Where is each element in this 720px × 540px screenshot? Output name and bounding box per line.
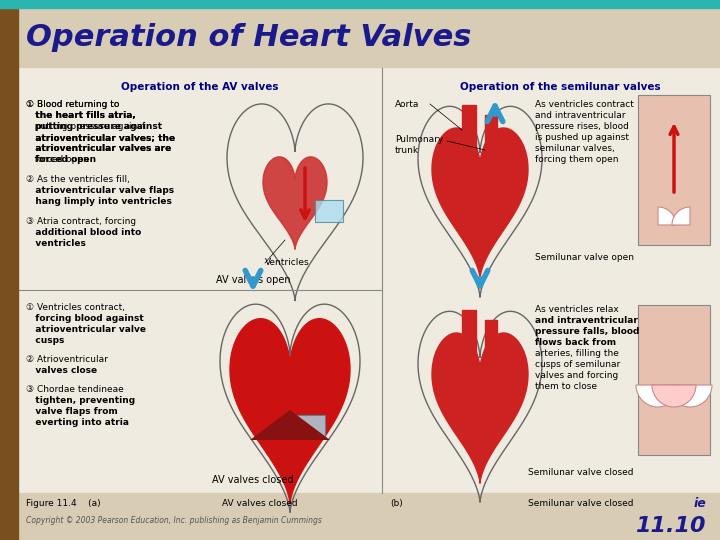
Text: Operation of the semilunar valves: Operation of the semilunar valves xyxy=(459,82,660,92)
Text: pressure falls, blood: pressure falls, blood xyxy=(535,327,639,336)
Text: is pushed up against: is pushed up against xyxy=(535,133,629,142)
Text: Semilunar valve closed: Semilunar valve closed xyxy=(528,468,634,477)
Text: (b): (b) xyxy=(390,499,402,508)
Text: ① Blood returning to: ① Blood returning to xyxy=(26,100,120,109)
Text: the heart fills atria,: the heart fills atria, xyxy=(26,111,136,120)
Text: forced open: forced open xyxy=(26,155,89,164)
Bar xyxy=(462,310,476,360)
Text: putting pressure against: putting pressure against xyxy=(26,122,145,131)
Text: valves close: valves close xyxy=(26,366,97,375)
Text: ie: ie xyxy=(693,497,706,510)
Wedge shape xyxy=(658,207,676,225)
Text: Operation of Heart Valves: Operation of Heart Valves xyxy=(26,23,472,52)
Text: trunk: trunk xyxy=(395,146,419,155)
Text: valves and forcing: valves and forcing xyxy=(535,371,618,380)
Text: atrioventricular valves are: atrioventricular valves are xyxy=(26,144,171,153)
Text: pressure rises, blood: pressure rises, blood xyxy=(535,122,629,131)
Text: cusps of semilunar: cusps of semilunar xyxy=(535,360,620,369)
Text: valve flaps from: valve flaps from xyxy=(26,407,118,416)
Text: tighten, preventing: tighten, preventing xyxy=(26,396,135,405)
Text: AV valves closed: AV valves closed xyxy=(212,475,294,485)
Text: ① Ventricles contract,: ① Ventricles contract, xyxy=(26,303,125,312)
Text: ① Blood returning to: ① Blood returning to xyxy=(26,100,120,109)
Text: Semilunar valve open: Semilunar valve open xyxy=(535,253,634,262)
Text: cusps: cusps xyxy=(26,336,64,345)
Text: ② Atrioventricular: ② Atrioventricular xyxy=(26,355,108,364)
Text: flows back from: flows back from xyxy=(535,338,616,347)
Text: AV valves closed: AV valves closed xyxy=(222,499,298,508)
Text: hang limply into ventricles: hang limply into ventricles xyxy=(26,197,172,206)
Bar xyxy=(638,305,710,455)
Text: arteries, filling the: arteries, filling the xyxy=(535,349,619,358)
Text: As ventricles contract: As ventricles contract xyxy=(535,100,634,109)
Text: Figure 11.4    (a): Figure 11.4 (a) xyxy=(26,499,101,508)
Bar xyxy=(485,320,497,360)
Text: semilunar valves,: semilunar valves, xyxy=(535,144,615,153)
Text: ③ Atria contract, forcing: ③ Atria contract, forcing xyxy=(26,217,136,226)
Text: forced open: forced open xyxy=(26,155,96,164)
Text: 11.10: 11.10 xyxy=(636,516,706,536)
Text: Semilunar valve closed: Semilunar valve closed xyxy=(528,499,634,508)
Text: Operation of the AV valves: Operation of the AV valves xyxy=(121,82,279,92)
Bar xyxy=(18,8,720,68)
Text: ② As the ventricles fill,: ② As the ventricles fill, xyxy=(26,175,130,184)
Polygon shape xyxy=(250,410,330,440)
Text: atrioventricular valve: atrioventricular valve xyxy=(26,325,146,334)
Wedge shape xyxy=(636,385,680,407)
Text: and intraventricular: and intraventricular xyxy=(535,316,638,325)
Text: ③ Chordae tendineae: ③ Chordae tendineae xyxy=(26,385,124,394)
Wedge shape xyxy=(672,207,690,225)
Bar xyxy=(315,200,343,222)
Text: AV valves open: AV valves open xyxy=(216,275,290,285)
Polygon shape xyxy=(230,319,350,504)
Text: Ventricles: Ventricles xyxy=(265,258,310,267)
Text: the heart fills atria,: the heart fills atria, xyxy=(26,111,136,120)
Wedge shape xyxy=(652,385,696,407)
Text: atrioventricular valves; the: atrioventricular valves; the xyxy=(26,133,175,142)
Text: atrioventricular valves are: atrioventricular valves are xyxy=(26,144,171,153)
Bar xyxy=(0,0,18,540)
Polygon shape xyxy=(432,128,528,279)
Bar xyxy=(485,115,497,155)
Text: atrioventricular valve flaps: atrioventricular valve flaps xyxy=(26,186,174,195)
Text: forcing blood against: forcing blood against xyxy=(26,314,144,323)
Text: everting into atria: everting into atria xyxy=(26,418,129,427)
Bar xyxy=(0,0,720,8)
Text: putting pressure against: putting pressure against xyxy=(26,122,162,131)
Text: ventricles: ventricles xyxy=(26,239,86,248)
Bar xyxy=(295,415,325,437)
Polygon shape xyxy=(432,333,528,483)
Polygon shape xyxy=(263,157,327,249)
Text: Pulmonary: Pulmonary xyxy=(395,135,444,144)
Text: additional blood into: additional blood into xyxy=(26,228,141,237)
Text: As ventricles relax: As ventricles relax xyxy=(535,305,618,314)
Text: Aorta: Aorta xyxy=(395,100,419,109)
Text: atrioventricular valves; the: atrioventricular valves; the xyxy=(26,133,175,142)
Bar xyxy=(638,95,710,245)
Wedge shape xyxy=(668,385,712,407)
Bar xyxy=(18,68,720,493)
Text: Copyright © 2003 Pearson Education, Inc. publishing as Benjamin Cummings: Copyright © 2003 Pearson Education, Inc.… xyxy=(26,516,322,525)
Text: and intraventricular: and intraventricular xyxy=(535,111,626,120)
Text: them to close: them to close xyxy=(535,382,597,391)
Bar xyxy=(462,105,476,155)
Text: forcing them open: forcing them open xyxy=(535,155,618,164)
Bar xyxy=(18,493,720,540)
